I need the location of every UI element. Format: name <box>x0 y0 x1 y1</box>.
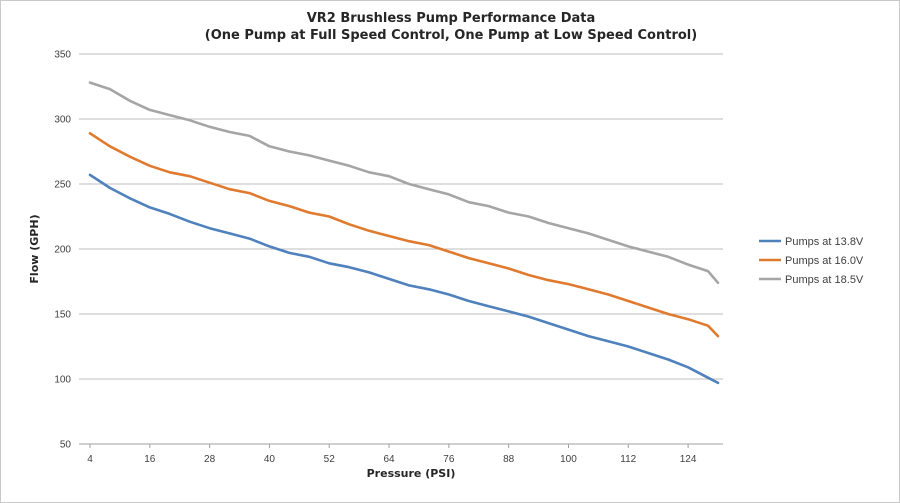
chart-title: VR2 Brushless Pump Performance Data <box>306 11 596 26</box>
y-tick-label: 200 <box>54 245 71 256</box>
x-tick-label: 28 <box>204 454 216 465</box>
legend-label: Pumps at 13.8V <box>785 236 864 248</box>
y-tick-label: 50 <box>60 440 72 451</box>
chart-subtitle: (One Pump at Full Speed Control, One Pum… <box>204 28 698 43</box>
gridlines <box>79 53 723 380</box>
series-line-3 <box>88 81 720 285</box>
series-lines <box>88 81 720 385</box>
y-tick-label: 300 <box>54 115 71 126</box>
x-axis-ticks: 4 16 28 40 52 64 76 88 100 112 124 <box>87 444 697 465</box>
x-axis-title: Pressure (PSI) <box>367 467 456 480</box>
series-line-1 <box>88 173 720 385</box>
legend-label: Pumps at 16.0V <box>785 255 864 267</box>
x-tick-label: 64 <box>383 454 395 465</box>
y-tick-label: 150 <box>54 310 71 321</box>
x-tick-label: 16 <box>144 454 156 465</box>
x-tick-label: 88 <box>503 454 515 465</box>
x-tick-label: 52 <box>324 454 336 465</box>
x-tick-label: 40 <box>264 454 276 465</box>
legend: Pumps at 13.8V Pumps at 16.0V Pumps at 18.… <box>759 236 864 286</box>
y-tick-label: 100 <box>54 375 71 386</box>
y-tick-label: 350 <box>54 50 71 61</box>
legend-label: Pumps at 18.5V <box>785 274 864 286</box>
x-tick-label: 124 <box>680 454 697 465</box>
y-axis-ticks: 50 100 150 200 250 300 350 <box>54 50 71 451</box>
x-tick-label: 4 <box>87 454 93 465</box>
series-line-2 <box>88 132 720 338</box>
x-tick-label: 100 <box>560 454 577 465</box>
y-tick-label: 250 <box>54 180 71 191</box>
x-tick-label: 112 <box>620 454 636 465</box>
y-axis-title: Flow (GPH) <box>28 214 41 283</box>
x-tick-label: 76 <box>443 454 455 465</box>
